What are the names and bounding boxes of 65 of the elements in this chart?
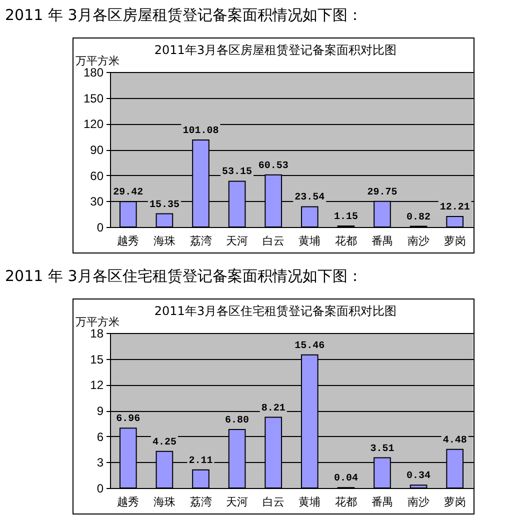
data-label: 4.25 [152,437,176,448]
y-tick-label: 0 [96,482,104,496]
y-tick-label: 150 [83,91,104,106]
data-label: 101.08 [182,126,219,137]
data-label: 15.46 [294,340,325,352]
y-axis-title: 万平方米 [76,316,120,328]
x-tick-label: 海珠 [153,496,176,508]
data-label: 0.04 [334,474,358,485]
data-label: 29.42 [113,188,144,199]
y-tick-label: 60 [90,168,104,183]
x-tick-label: 番禺 [371,234,394,248]
y-tick-label: 180 [83,66,104,80]
y-tick-label: 90 [90,143,104,157]
x-tick-label: 越秀 [117,234,140,248]
bar [300,206,318,228]
bar [446,216,464,228]
y-tick-label: 12 [90,378,104,392]
data-label: 53.15 [222,167,252,178]
y-axis-title: 万平方米 [76,54,120,68]
x-tick-label: 天河 [226,234,248,248]
x-tick-label: 白云 [262,234,284,248]
y-tick-label: 9 [96,404,104,418]
x-tick-label: 萝岗 [444,234,466,248]
x-tick-label: 海珠 [153,234,176,248]
y-tick-label: 3 [96,456,104,470]
data-label: 0.34 [406,471,431,482]
x-tick-label: 荔湾 [190,496,212,508]
data-label: 60.53 [258,160,288,172]
x-tick-label: 越秀 [117,496,140,508]
data-label: 8.21 [261,403,286,414]
y-tick-label: 0 [96,220,104,234]
x-tick-label: 萝岗 [444,496,466,508]
data-label: 6.96 [116,414,140,426]
data-label: 2.11 [188,456,213,467]
data-label: 12.21 [440,202,470,214]
text: 2011 年 3月各区住宅租赁登记备案面积情况如下图： [5,267,362,285]
y-tick-label: 18 [90,326,104,340]
x-tick-label: 番禺 [371,496,394,508]
x-tick-label: 南沙 [408,234,430,248]
y-tick-label: 30 [90,194,104,209]
data-label: 4.48 [442,435,467,446]
x-tick-label: 黄埔 [298,496,321,508]
data-label: 3.51 [370,444,394,455]
data-label: 23.54 [294,192,325,204]
x-tick-label: 白云 [262,496,284,508]
bar [410,484,428,488]
bar [156,213,174,228]
x-tick-label: 天河 [226,496,248,508]
y-tick-label: 6 [96,430,104,444]
data-label: 15.35 [149,200,180,211]
data-label: 29.75 [367,187,398,198]
chart-title: 2011年3月各区住宅租赁登记备案面积对比图 [154,304,397,318]
x-tick-label: 南沙 [408,496,430,508]
y-tick-label: 120 [83,117,104,132]
chart-title: 2011年3月各区房屋租赁登记备案面积对比图 [154,43,397,57]
bar [192,469,210,488]
y-tick-label: 15 [90,352,104,366]
data-label: 6.80 [225,415,250,426]
x-tick-label: 花都 [334,234,357,248]
x-tick-label: 荔湾 [190,234,212,248]
x-tick-label: 花都 [334,496,357,508]
data-label: 0.82 [406,212,431,224]
x-tick-label: 黄埔 [298,234,321,248]
text: 2011 年 3月各区房屋租赁登记备案面积情况如下图： [5,6,362,24]
data-label: 1.15 [334,212,358,224]
